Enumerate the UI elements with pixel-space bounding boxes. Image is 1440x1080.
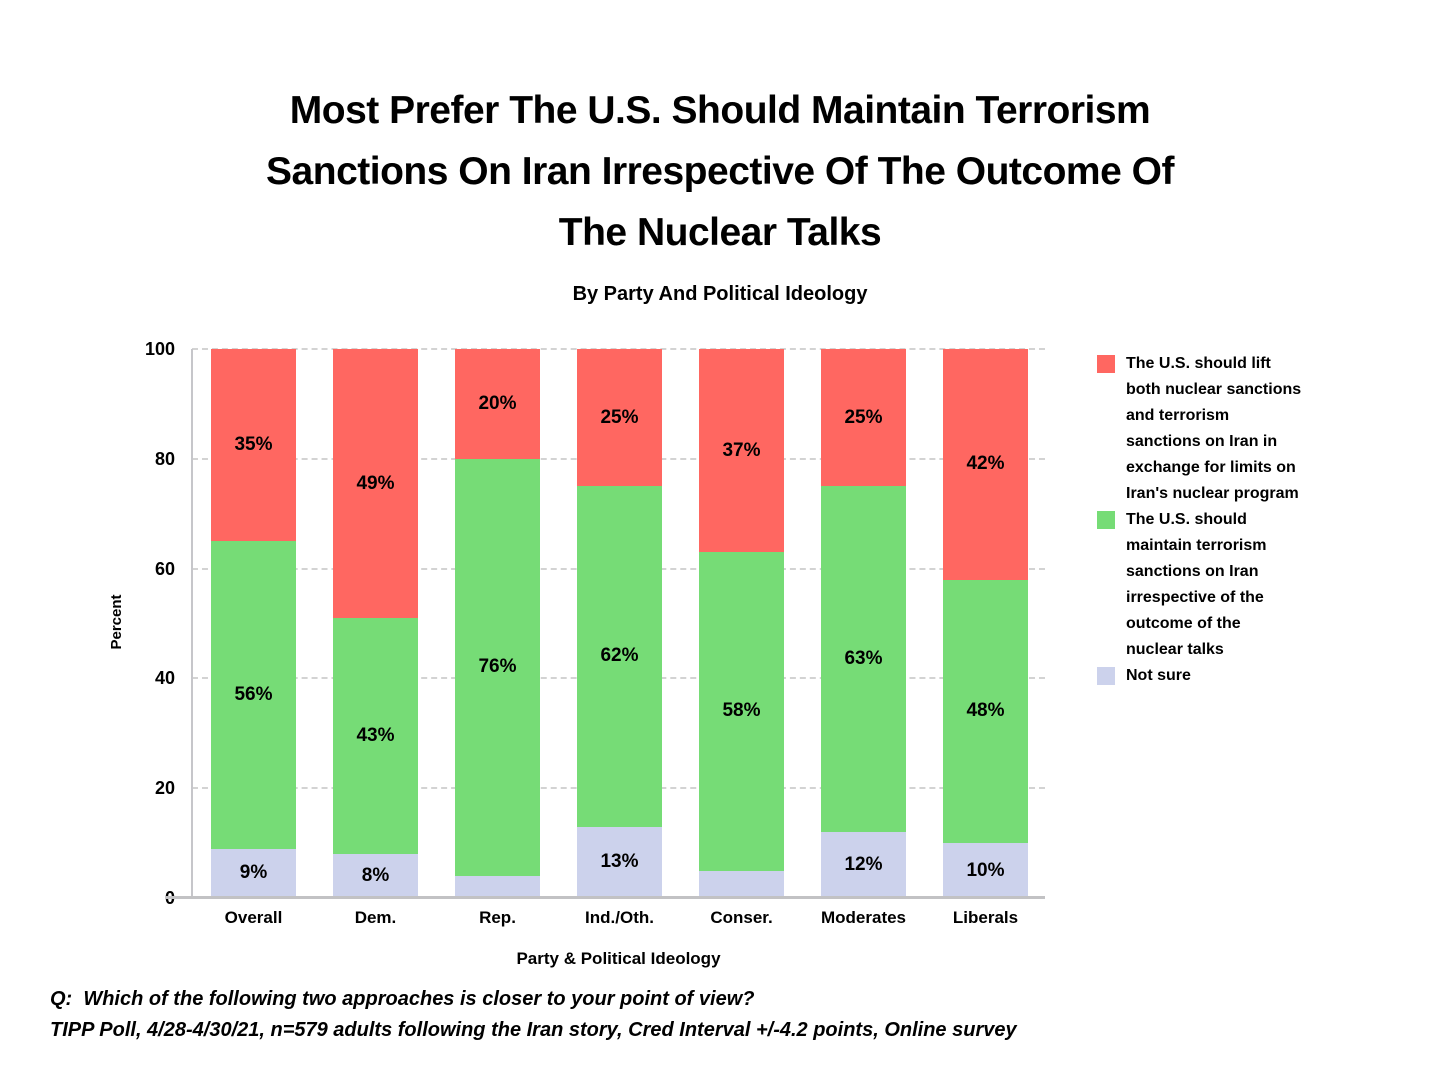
y-tick-label: 100 [144,339,175,359]
footnote-source: TIPP Poll, 4/28-4/30/21, n=579 adults fo… [50,1019,1017,1041]
legend-item: Not sure [1097,663,1367,689]
x-tick-label: Dem. [354,908,397,927]
bar-segment [577,486,662,827]
x-tick-label: Overall [224,908,283,927]
footnote-question: Q: Which of the following two approaches… [50,988,755,1010]
x-axis-line [165,896,1045,899]
bar-value-label: 25% [600,406,639,428]
bar-value-label: 48% [966,700,1005,722]
bar-value-label: 25% [844,406,883,428]
x-tick-label: Liberals [952,908,1019,927]
y-axis-line [191,349,193,898]
bar-value-label: 58% [722,700,761,722]
x-tick-label: Moderates [820,908,907,927]
bar-value-label: 37% [722,439,761,461]
x-tick-label: Conser. [710,908,773,927]
legend-swatch [1097,667,1115,685]
bar-segment [577,826,662,898]
x-tick-label: Ind./Oth. [585,908,654,927]
bar-value-label: 20% [478,392,517,414]
bar-segment [821,486,906,833]
bar-segment [943,579,1028,844]
legend: The U.S. should lift both nuclear sancti… [1097,351,1367,689]
bar-segment [455,349,540,459]
y-tick-label: 40 [154,668,175,689]
y-tick-label: 20 [154,778,175,799]
y-tick-label: 0 [100,887,175,909]
chart-title: Most Prefer The U.S. Should Maintain Ter… [0,80,1440,263]
bar-value-label: 35% [234,434,273,456]
bar-segment [333,618,418,855]
legend-label: Not sure [1126,667,1191,684]
legend-item: The U.S. should lift both nuclear sancti… [1097,351,1367,507]
legend-item: The U.S. should maintain terrorism sanct… [1097,507,1367,663]
bar-value-label: 56% [234,683,273,705]
chart-title-line: The Nuclear Talks [558,211,882,254]
bar-segment [211,541,296,849]
bar-segment [699,870,784,898]
bar-value-label: 76% [478,656,517,678]
legend-swatch [1097,355,1115,373]
chart-subtitle: By Party And Political Ideology [572,283,868,305]
chart-title-line: Most Prefer The U.S. Should Maintain Ter… [289,89,1151,132]
legend-label: The U.S. should maintain terrorism sanct… [1126,511,1267,658]
footnotes: Q: Which of the following two approaches… [50,984,1410,1046]
bar-segment [455,458,540,877]
bar-value-label: 8% [361,865,390,887]
bar-segment [333,854,418,898]
bar-value-label: 49% [356,472,395,494]
bar-segment [211,349,296,542]
bar-segment [577,349,662,487]
chart-title-line: Sanctions On Iran Irrespective Of The Ou… [266,150,1174,193]
bar-value-label: 10% [966,859,1005,881]
bar-segment [699,349,784,553]
bar-segment [333,349,418,618]
legend-swatch [1097,511,1115,529]
y-tick-label: 80 [154,448,175,469]
bar-value-label: 62% [600,645,639,667]
bar-value-label: 12% [844,854,883,876]
bar-value-label: 63% [844,648,883,670]
bar-segment [821,349,906,487]
bar-segment [211,848,296,898]
bar-segment [455,876,540,898]
x-tick-label: Rep. [479,908,516,927]
bar-value-label: 13% [600,851,639,873]
y-tick-label: 60 [154,558,175,579]
bar-value-label: 43% [356,725,395,747]
x-axis-title: Party & Political Ideology [516,949,721,968]
bar-value-label: 9% [239,862,268,884]
bar-segment [699,552,784,871]
bar-segment [943,349,1028,580]
legend-label: The U.S. should lift both nuclear sancti… [1126,355,1302,502]
bar-value-label: 42% [966,453,1005,475]
bar-segment [821,832,906,898]
bar-segment [943,843,1028,898]
